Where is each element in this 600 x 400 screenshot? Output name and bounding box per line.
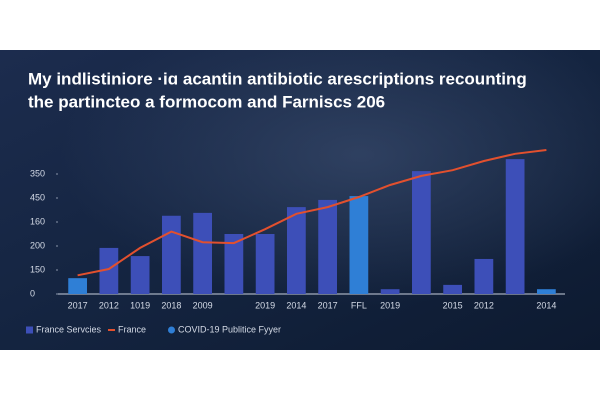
bar: [474, 258, 494, 294]
bar: [443, 284, 462, 294]
legend-label: France Servcies: [36, 324, 102, 334]
y-tick-label: 150: [30, 264, 45, 274]
x-tick-label: 2017: [318, 300, 338, 310]
bar: [380, 289, 400, 294]
bar: [68, 278, 87, 294]
x-tick-label: 2017: [68, 300, 88, 310]
x-tick-label: 2012: [99, 300, 119, 310]
y-tick-label: 450: [30, 192, 45, 202]
legend-label: COVID-19 Publitice Fyyer: [178, 324, 281, 334]
x-tick-label: 2018: [161, 300, 181, 310]
legend-swatch: [26, 326, 33, 334]
bar: [99, 247, 119, 294]
bar: [130, 256, 150, 294]
x-tick-label: 2019: [255, 300, 275, 310]
y-tick-label: 160: [30, 216, 45, 226]
bar: [193, 212, 212, 294]
bar: [162, 215, 181, 294]
x-tick-label: 2014: [286, 300, 306, 310]
bar: [349, 196, 369, 294]
bar: [412, 171, 431, 294]
bar: [287, 207, 306, 294]
background-glow: [0, 50, 600, 350]
x-tick-label: 2015: [443, 300, 463, 310]
y-tick-label: 350: [30, 168, 45, 178]
legend-label: France: [118, 324, 146, 334]
bar: [505, 159, 525, 294]
bar: [224, 234, 244, 294]
bar: [318, 199, 337, 294]
y-tick-label: 200: [30, 240, 45, 250]
bar: [255, 234, 275, 294]
x-tick-label: FFL: [351, 300, 367, 310]
y-tick-label: 0: [30, 288, 35, 298]
chart-title: the partincteo a formocom and Farniscs 2…: [28, 92, 385, 111]
x-tick-label: 2012: [474, 300, 494, 310]
chart-title: My indlistiniore ·iɑ acantin antibiotic …: [28, 69, 527, 88]
x-tick-label: 1019: [130, 300, 150, 310]
x-tick-label: 2019: [380, 300, 400, 310]
x-tick-label: 2014: [536, 300, 556, 310]
line: [77, 149, 547, 277]
bar: [537, 289, 556, 294]
x-tick-label: 2009: [193, 300, 213, 310]
legend-swatch: [168, 326, 175, 334]
